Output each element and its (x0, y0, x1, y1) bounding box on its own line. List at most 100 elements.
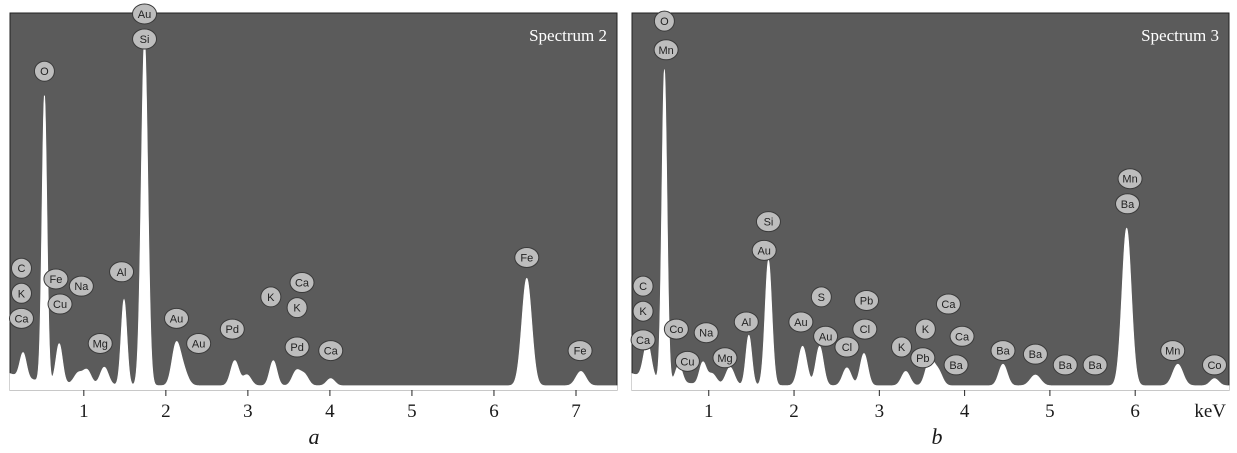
svg-text:Mg: Mg (717, 353, 732, 365)
element-label-cl: Cl (834, 336, 860, 358)
svg-text:Al: Al (741, 317, 751, 329)
element-label-s: S (810, 286, 832, 308)
svg-text:Na: Na (74, 281, 89, 293)
element-label-k: K (914, 318, 936, 340)
element-label-ba: Ba (1115, 193, 1141, 215)
svg-text:Au: Au (192, 338, 205, 350)
element-label-na: Na (68, 275, 94, 297)
element-label-mn: Mn (1117, 168, 1143, 190)
element-label-au: Au (813, 325, 839, 347)
svg-text:O: O (40, 66, 49, 78)
svg-text:Si: Si (140, 34, 150, 46)
panel-letter: a (309, 424, 320, 449)
spectrum-title: Spectrum 3 (1141, 26, 1219, 45)
svg-text:K: K (18, 288, 26, 300)
plot-area (9, 12, 618, 391)
svg-text:Ba: Ba (996, 346, 1010, 358)
svg-text:Mg: Mg (93, 338, 108, 350)
element-label-cu: Cu (674, 350, 700, 372)
svg-text:C: C (639, 281, 647, 293)
element-label-k: K (260, 286, 282, 308)
svg-text:Fe: Fe (520, 252, 533, 264)
element-label-ca: Ca (289, 272, 315, 294)
svg-text:Si: Si (764, 217, 774, 229)
element-label-si: Si (132, 28, 158, 50)
element-label-mg: Mg (87, 332, 113, 354)
element-label-ba: Ba (1082, 354, 1108, 376)
element-label-si: Si (755, 211, 781, 233)
element-label-c: C (10, 257, 32, 279)
svg-text:Na: Na (699, 328, 714, 340)
x-tick-label: 3 (875, 401, 885, 422)
element-label-fe: Fe (43, 268, 69, 290)
element-label-mn: Mn (1160, 340, 1186, 362)
element-label-k: K (632, 300, 654, 322)
svg-text:Ba: Ba (949, 360, 963, 372)
svg-text:K: K (898, 342, 906, 354)
element-label-c: C (632, 275, 654, 297)
element-label-cl: Cl (852, 318, 878, 340)
spectrum-trace (9, 38, 618, 391)
x-tick-label: 4 (325, 401, 335, 422)
element-label-k: K (286, 297, 308, 319)
svg-text:Ba: Ba (1029, 349, 1043, 361)
svg-text:Co: Co (669, 324, 683, 336)
svg-text:Ca: Ca (14, 313, 29, 325)
element-label-k: K (891, 336, 913, 358)
x-tick-label: 7 (571, 401, 581, 422)
panel-letter: b (932, 424, 943, 449)
element-label-k: K (10, 282, 32, 304)
svg-text:C: C (18, 263, 26, 275)
element-label-au: Au (164, 307, 190, 329)
svg-text:Cu: Cu (680, 356, 694, 368)
element-label-au: Au (788, 311, 814, 333)
svg-text:K: K (293, 303, 301, 315)
svg-text:Co: Co (1207, 360, 1221, 372)
svg-text:Au: Au (794, 317, 807, 329)
element-label-fe: Fe (514, 246, 540, 268)
svg-text:Pb: Pb (916, 353, 929, 365)
x-tick-label: 4 (960, 401, 970, 422)
svg-text:O: O (660, 16, 669, 28)
element-label-pb: Pb (854, 289, 880, 311)
svg-text:Cl: Cl (860, 324, 870, 336)
x-tick-label: 1 (79, 401, 89, 422)
element-label-ca: Ca (630, 329, 656, 351)
svg-text:Ba: Ba (1059, 360, 1073, 372)
svg-text:Mn: Mn (1165, 346, 1180, 358)
svg-text:Ca: Ca (295, 278, 310, 290)
element-label-co: Co (663, 318, 689, 340)
svg-text:Ca: Ca (941, 299, 956, 311)
element-label-au: Au (132, 3, 158, 25)
element-label-ca: Ca (949, 325, 975, 347)
svg-text:Cl: Cl (842, 342, 852, 354)
element-label-fe: Fe (567, 340, 593, 362)
x-tick-label: 1 (704, 401, 714, 422)
svg-text:Au: Au (170, 313, 183, 325)
element-label-na: Na (693, 322, 719, 344)
svg-text:Au: Au (757, 245, 770, 257)
x-tick-label: 2 (161, 401, 171, 422)
element-label-au: Au (751, 239, 777, 261)
x-tick-label: 2 (789, 401, 799, 422)
element-label-mn: Mn (653, 39, 679, 61)
element-label-pd: Pd (219, 318, 245, 340)
svg-text:K: K (922, 324, 930, 336)
svg-text:Al: Al (117, 267, 127, 279)
svg-text:Ba: Ba (1088, 360, 1102, 372)
element-label-ca: Ca (935, 293, 961, 315)
element-label-ca: Ca (8, 307, 34, 329)
element-label-co: Co (1202, 354, 1228, 376)
element-label-ba: Ba (990, 340, 1016, 362)
svg-text:S: S (818, 292, 825, 304)
x-tick-label: 3 (243, 401, 253, 422)
element-label-pd: Pd (284, 336, 310, 358)
svg-text:K: K (639, 306, 647, 318)
element-label-pb: Pb (910, 347, 936, 369)
x-tick-label: 5 (1045, 401, 1055, 422)
svg-text:Ba: Ba (1121, 199, 1135, 211)
svg-text:K: K (267, 292, 275, 304)
x-tick-label: 6 (489, 401, 499, 422)
element-label-ca: Ca (318, 340, 344, 362)
